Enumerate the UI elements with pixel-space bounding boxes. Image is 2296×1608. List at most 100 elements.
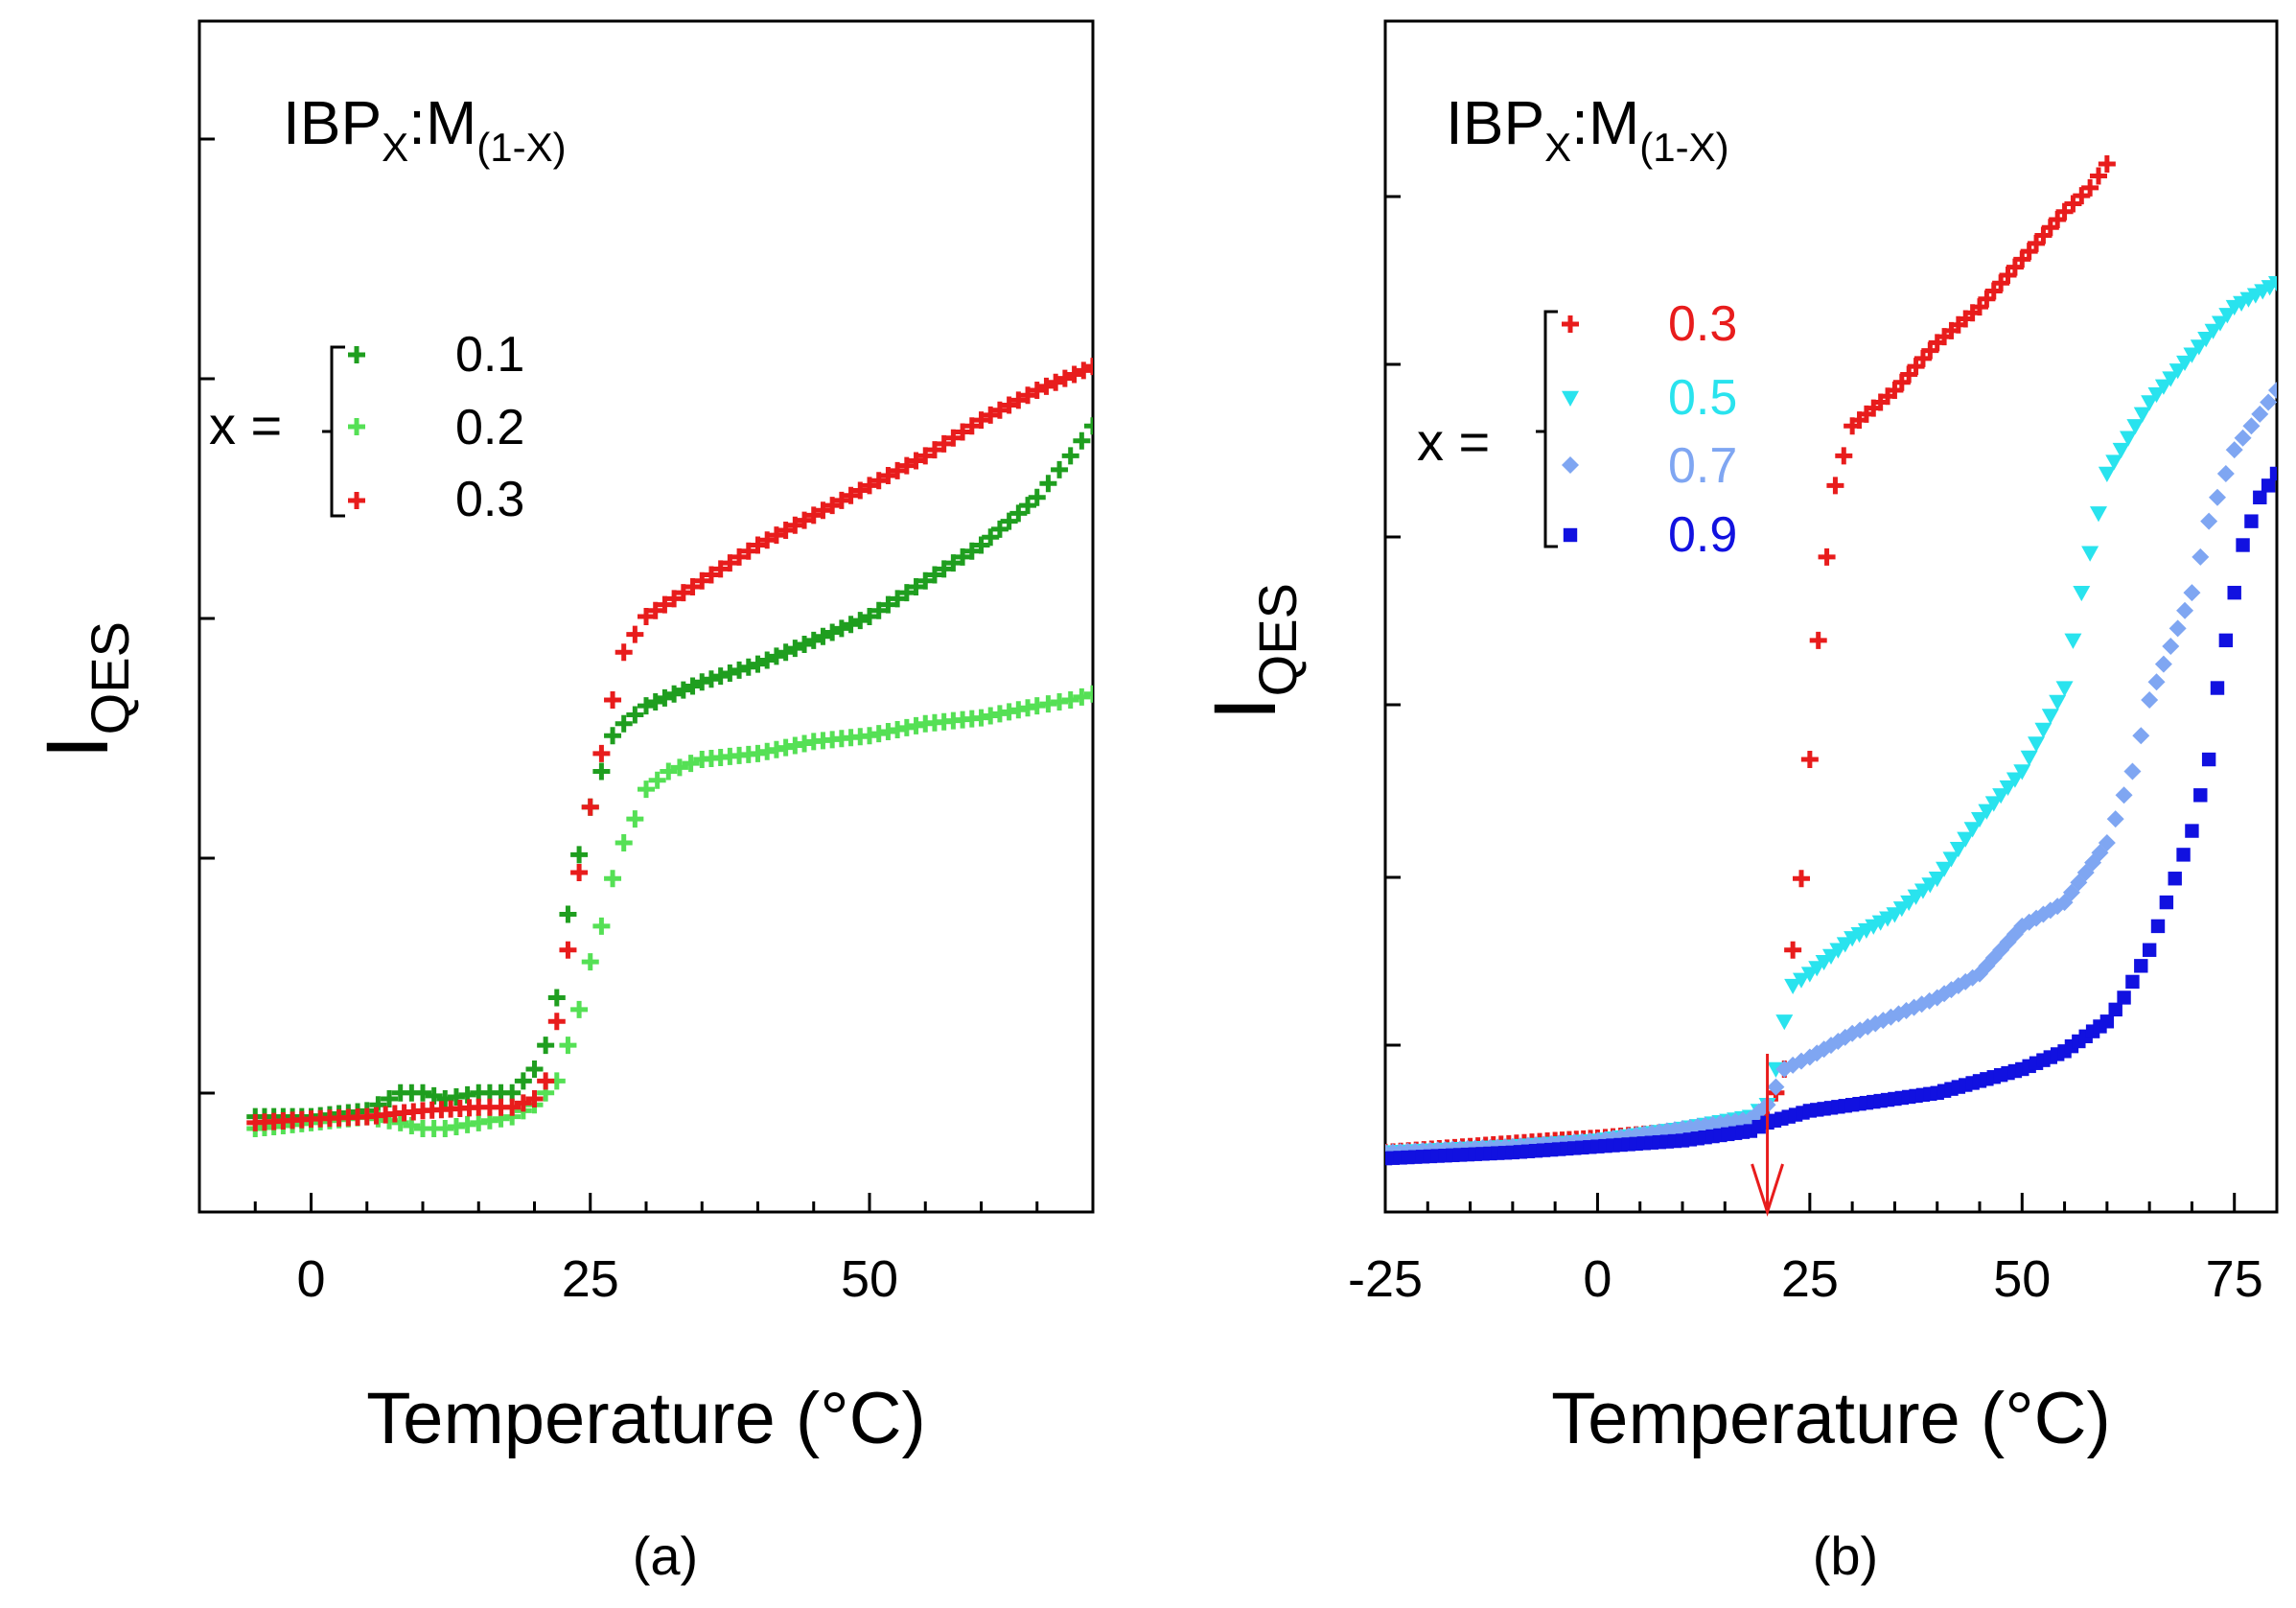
panel-a-data-point bbox=[702, 670, 720, 688]
panel-a-data-point bbox=[832, 619, 850, 638]
panel-a-data-point bbox=[514, 1072, 532, 1090]
panel-b-data-point bbox=[2211, 315, 2229, 332]
panel-a-data-point bbox=[731, 548, 749, 566]
panel-b-title: IBPX:M(1-X) bbox=[1446, 88, 1729, 170]
panel-b-data-point bbox=[2200, 512, 2218, 530]
panel-a-data-point bbox=[525, 1090, 544, 1108]
panel-b-legend-marker bbox=[1563, 527, 1578, 543]
panel-a-x-tick-label: 25 bbox=[562, 1250, 619, 1308]
panel-b-data-point bbox=[2126, 419, 2145, 435]
panel-b-data-point bbox=[2098, 833, 2116, 851]
panel-b-data-point bbox=[2162, 371, 2180, 387]
panel-a-title: IBPX:M(1-X) bbox=[283, 88, 567, 170]
panel-a-data-point bbox=[646, 693, 664, 711]
panel-a-data-point bbox=[804, 506, 823, 524]
panel-b-legend-label-2: 0.7 bbox=[1668, 438, 1737, 494]
panel-b-legend-prefix: x = bbox=[1417, 411, 1490, 472]
panel-a-points bbox=[246, 358, 1093, 1138]
panel-a-data-point bbox=[1084, 358, 1093, 376]
panel-a-data-point bbox=[559, 905, 577, 923]
panel-b-data-point bbox=[2106, 810, 2124, 828]
panel-b-data-point bbox=[2185, 824, 2199, 838]
panel-b-data-point bbox=[2081, 546, 2099, 562]
panel-b-data-point bbox=[2133, 407, 2151, 423]
panel-b-data-point bbox=[2041, 709, 2059, 725]
panel-b-data-point bbox=[2055, 681, 2074, 697]
panel-a-data-point bbox=[1061, 690, 1079, 709]
panel-a-data-point bbox=[823, 497, 842, 515]
panel-b-legend-label-0: 0.3 bbox=[1668, 296, 1737, 352]
panel-a-data-point bbox=[990, 401, 1009, 419]
panel-a-x-tick-label: 0 bbox=[296, 1250, 325, 1308]
panel-a-data-point bbox=[944, 429, 962, 447]
panel-a-data-point bbox=[796, 511, 814, 529]
panel-a-data-point bbox=[547, 989, 566, 1007]
panel-b-data-point bbox=[1826, 477, 1844, 495]
panel-a-data-point bbox=[935, 560, 953, 578]
panel-a-data-point bbox=[702, 566, 720, 584]
panel-a-data-point bbox=[982, 528, 1000, 547]
panel-a-data-point bbox=[503, 1098, 522, 1116]
panel-a-data-point bbox=[670, 758, 688, 777]
panel-b-data-point bbox=[2227, 585, 2241, 600]
panel-a-data-point bbox=[1075, 361, 1093, 380]
panel-b-data-point bbox=[2154, 655, 2172, 673]
panel-a-data-point bbox=[721, 554, 739, 572]
panel-b-legend-marker bbox=[1562, 456, 1579, 474]
panel-b-x-axis-label: Temperature (°C) bbox=[1551, 1378, 2111, 1459]
panel-a-data-point bbox=[1037, 377, 1055, 395]
panel-b-data-point bbox=[2049, 694, 2067, 711]
panel-b-data-point bbox=[2261, 478, 2276, 493]
panel-b-data-point bbox=[2147, 673, 2166, 691]
panel-a-data-point bbox=[559, 941, 577, 959]
panel-a-data-point bbox=[604, 727, 622, 745]
panel-b-data-point bbox=[2268, 382, 2277, 400]
panel-b-data-point bbox=[2150, 919, 2166, 934]
panel-b-series-0.3 bbox=[1385, 155, 2116, 1161]
panel-a-data-point bbox=[786, 516, 804, 534]
panel-a-data-point bbox=[604, 690, 622, 709]
panel-a-legend-label-0: 0.1 bbox=[455, 327, 524, 383]
panel-b-data-point bbox=[2201, 752, 2216, 767]
panel-b-data-point bbox=[2251, 405, 2269, 423]
panel-a: 0 25 50 IBPX:M(1-X) x = 0.1 0.2 0.3 IQES T… bbox=[29, 19, 1095, 1586]
panel-a-data-point bbox=[767, 526, 785, 545]
panel-b-data-point bbox=[2236, 538, 2250, 552]
panel-b-data-point bbox=[1767, 1078, 1785, 1096]
panel-a-data-point bbox=[851, 481, 870, 500]
panel-a-legend-prefix: x = bbox=[209, 395, 282, 455]
panel-a-data-point bbox=[626, 810, 644, 828]
panel-b-data-point bbox=[2090, 506, 2107, 523]
panel-b-legend-bracket bbox=[1536, 310, 1558, 548]
panel-b-data-point bbox=[2115, 786, 2133, 804]
panel-b-data-point bbox=[1971, 811, 1988, 828]
panel-b-data-point bbox=[2013, 764, 2031, 781]
panel-b-data-point bbox=[2132, 727, 2150, 745]
panel-b-data-point bbox=[1928, 872, 1946, 888]
panel-a-data-point bbox=[749, 655, 767, 673]
panel-a-data-point bbox=[1061, 447, 1079, 465]
panel-a-data-point bbox=[1028, 382, 1046, 400]
panel-a-data-point bbox=[537, 1037, 555, 1055]
panel-b-data-point bbox=[2253, 490, 2267, 504]
panel-a-series-0.3 bbox=[246, 358, 1093, 1131]
panel-b-x-tick-label: 25 bbox=[1781, 1250, 1839, 1308]
panel-b-data-point bbox=[1942, 851, 1960, 868]
panel-a-data-point bbox=[786, 640, 804, 658]
panel-a-data-point bbox=[1065, 365, 1083, 384]
panel-b-data-point bbox=[2090, 167, 2107, 185]
panel-b-points bbox=[1385, 155, 2277, 1166]
panel-b-data-point bbox=[1936, 861, 1954, 877]
panel-b-data-point bbox=[2020, 750, 2038, 766]
panel-a-y-axis-label: IQES bbox=[29, 621, 140, 759]
panel-a-data-point bbox=[1051, 460, 1069, 478]
panel-a-data-point bbox=[739, 658, 757, 676]
panel-a-data-point bbox=[907, 577, 925, 595]
panel-a-legend-bracket bbox=[322, 345, 345, 518]
panel-a-data-point bbox=[916, 571, 935, 590]
panel-a-data-point bbox=[1073, 431, 1091, 450]
panel-b-data-point bbox=[2112, 442, 2130, 459]
panel-b-data-point bbox=[2034, 722, 2052, 738]
panel-b-data-point bbox=[2192, 548, 2210, 566]
panel-b-data-point bbox=[2234, 429, 2252, 447]
